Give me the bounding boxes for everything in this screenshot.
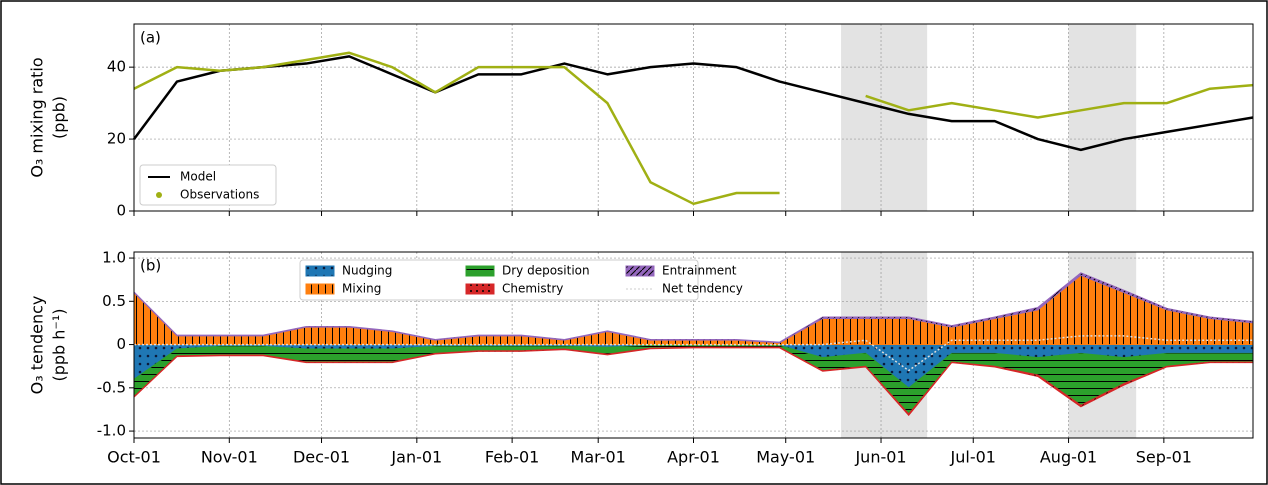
- y-tick-label: 0.5: [102, 292, 126, 310]
- shaded-period: [841, 24, 928, 211]
- legend-label: Entrainment: [662, 264, 737, 278]
- shaded-period: [1068, 24, 1137, 211]
- legend-swatch: [465, 265, 495, 277]
- legend-box: [299, 259, 699, 301]
- legend-swatch: [305, 265, 335, 277]
- y-tick-label: 40: [107, 58, 126, 76]
- y-axis-label: (ppb h⁻¹): [50, 308, 69, 381]
- legend-label: Nudging: [342, 264, 392, 278]
- y-tick-label: -0.5: [97, 378, 126, 396]
- legend-label: Mixing: [342, 282, 381, 296]
- x-tick-label: Feb-01: [485, 448, 539, 467]
- legend-swatch: [465, 283, 495, 295]
- x-tick-label: Jun-01: [854, 448, 906, 467]
- line: [133, 51, 1254, 206]
- legend-swatch: [156, 192, 162, 198]
- y-tick-label: 20: [107, 130, 126, 148]
- x-tick-label: Dec-01: [293, 448, 350, 467]
- x-tick-label: Jul-01: [950, 448, 996, 467]
- legend-swatch: [305, 283, 335, 295]
- legend-box: [139, 164, 277, 206]
- y-axis-label: O₃ mixing ratio: [28, 57, 47, 177]
- y-tick-label: -1.0: [97, 422, 126, 440]
- x-tick-label: Jan-01: [390, 448, 442, 467]
- x-tick-label: Apr-01: [667, 448, 720, 467]
- legend-swatch: [625, 265, 655, 277]
- panel-label: (b): [140, 257, 161, 275]
- line: [134, 335, 1253, 372]
- y-tick-label: 1.0: [102, 249, 126, 267]
- y-axis-label: O₃ tendency: [28, 296, 47, 395]
- legend-label: Observations: [180, 188, 259, 202]
- y-tick-label: 0: [116, 335, 126, 353]
- y-tick-label: 0: [116, 202, 126, 220]
- plot-frame: [133, 23, 1254, 212]
- y-axis-label: (ppb): [50, 96, 69, 139]
- x-tick-label: Sep-01: [1136, 448, 1192, 467]
- x-tick-label: May-01: [756, 448, 815, 467]
- x-tick-label: Oct-01: [107, 448, 161, 467]
- x-tick-label: Mar-01: [571, 448, 626, 467]
- panel-label: (a): [140, 29, 161, 47]
- legend-label: Model: [180, 170, 216, 184]
- x-tick-label: Nov-01: [201, 448, 258, 467]
- x-tick-label: Aug-01: [1040, 448, 1097, 467]
- legend-label: Dry deposition: [502, 264, 590, 278]
- plot-frame: [133, 251, 1254, 439]
- legend-label: Net tendency: [662, 282, 743, 296]
- line: [132, 55, 1254, 152]
- legend-label: Chemistry: [502, 282, 563, 296]
